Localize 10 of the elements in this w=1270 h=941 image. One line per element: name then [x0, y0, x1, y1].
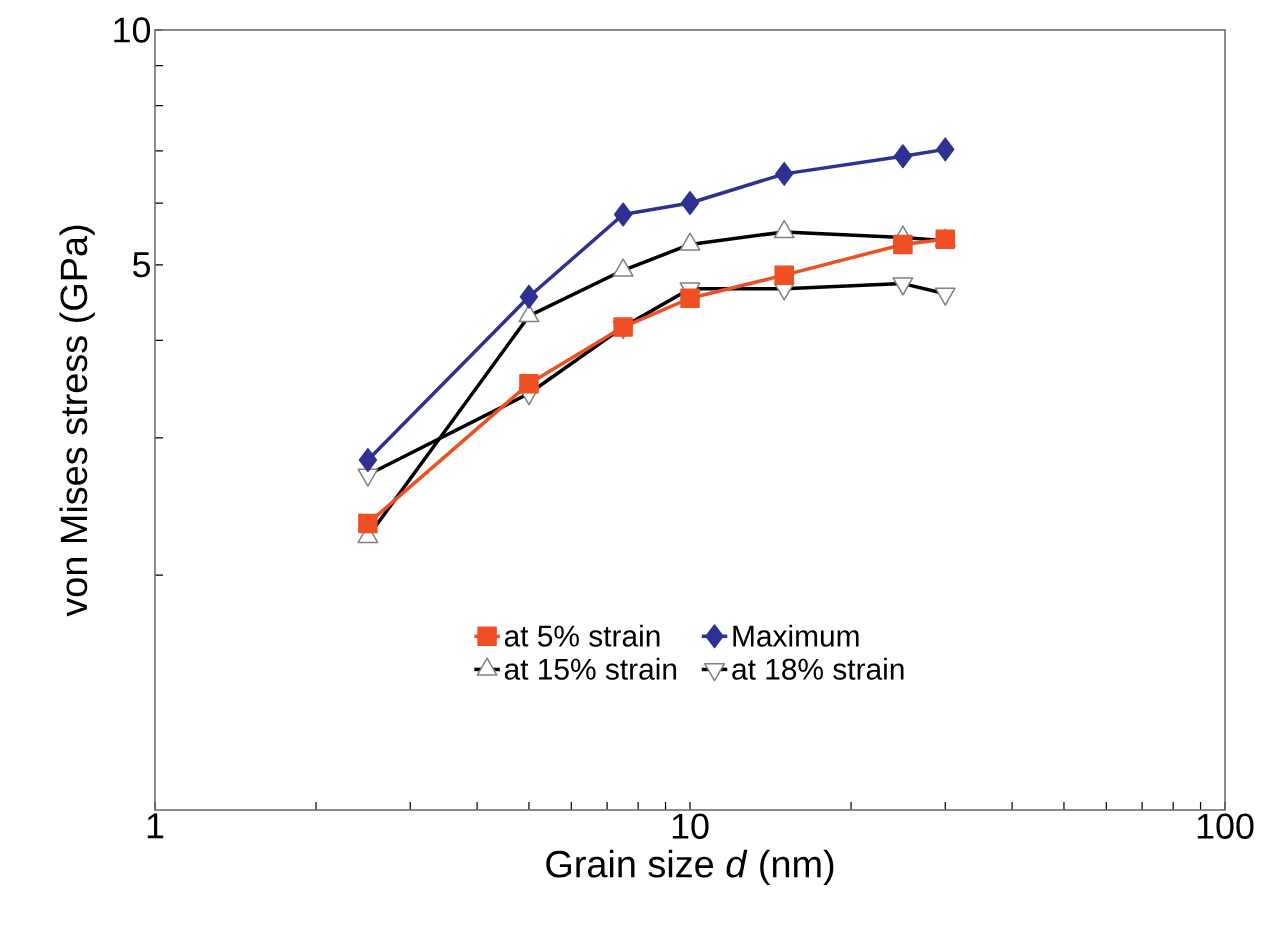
y-axis-title: von Mises stress (GPa) [59, 225, 95, 617]
legend-label: at 5% strain [504, 624, 660, 647]
legend-label: Maximum [733, 624, 859, 647]
x-axis-title: Grain size d (nm) [546, 849, 834, 886]
legend-label: at 15% strain [504, 657, 677, 680]
x-tick-label: 100 [1197, 813, 1254, 839]
y-tick-label: 5 [132, 252, 150, 278]
x-tick-label: 1 [147, 813, 164, 839]
x-tick-label: 10 [672, 813, 709, 839]
legend-label: at 18% strain [732, 657, 904, 680]
